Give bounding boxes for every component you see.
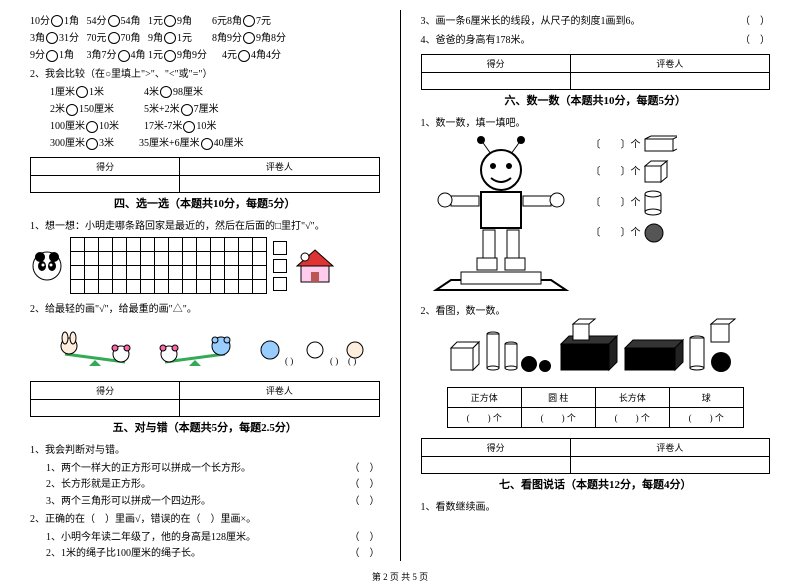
score-box: 得分评卷人 <box>421 54 771 90</box>
q5-1: 1、我会判断对与错。 <box>30 441 380 456</box>
shape-count-table: 正方体 圆 柱 长方体 球 ( ) 个 ( ) 个 ( ) 个 ( ) 个 <box>447 387 744 428</box>
panda-icon <box>30 249 64 283</box>
compare-block: 1厘米1米 4米98厘米 2米150厘米 5米+2米7厘米 100厘米10米 1… <box>30 81 380 151</box>
left-column: 10分1角 54分54角 1元9角 6元8角7元 3角31分 70元70角 9角… <box>30 10 380 561</box>
score-box: 得分评卷人 <box>30 381 380 417</box>
svg-text:( ): ( ) <box>348 356 356 366</box>
q4: 4、爸爸的身高有178米。 <box>421 35 531 46</box>
q6-1: 1、数一数，填一填吧。 <box>421 114 771 129</box>
robot-figure-block: 〔 〕个 〔 〕个 〔 〕个 〔 〕个 <box>421 130 771 300</box>
q6-2: 2、看图，数一数。 <box>421 302 771 317</box>
q4-2: 2、给最轻的画"√"，给最重的画"△"。 <box>30 300 380 315</box>
section-7-title: 七、看图说话（本题共12分，每题4分） <box>421 476 771 492</box>
q5-1-items: 1、两个一样大的正方形可以拼成一个长方形。（ ） 2、长方形就是正方形。（ ） … <box>30 457 380 508</box>
svg-text:( ): ( ) <box>330 356 338 366</box>
checkbox-stack <box>273 241 287 291</box>
section-6-title: 六、数一数（本题共10分，每题5分） <box>421 92 771 108</box>
score-box: 得分评卷人 <box>30 157 380 193</box>
money-row: 3角31分 70元70角 9角1元 8角9分9角8分 <box>30 29 380 45</box>
section-4-title: 四、选一选（本题共10分，每题5分） <box>30 195 380 211</box>
shape-count-list: 〔 〕个 〔 〕个 〔 〕个 〔 〕个 <box>591 130 678 249</box>
q3: 3、画一条6厘米长的线段，从尺子的刻度1画到6。 <box>421 16 641 27</box>
money-compare-block: 10分1角 54分54角 1元9角 6元8角7元 3角31分 70元70角 9角… <box>30 10 380 63</box>
svg-text:( ): ( ) <box>285 356 293 366</box>
worksheet-page: 10分1角 54分54角 1元9角 6元8角7元 3角31分 70元70角 9角… <box>0 0 800 566</box>
score-box: 得分评卷人 <box>421 438 771 474</box>
page-footer: 第 2 页 共 5 页 <box>0 570 800 583</box>
house-icon <box>293 246 337 286</box>
q5-2-items: 1、小明今年读二年级了，他的身高是128厘米。（ ） 2、1米的绳子比100厘米… <box>30 526 380 561</box>
column-divider <box>400 10 401 561</box>
compare-title: 2、我会比较（在○里填上">"、"<"或"="） <box>30 65 380 80</box>
right-column: 3、画一条6厘米长的线段，从尺子的刻度1画到6。（ ） 4、爸爸的身高有178米… <box>421 10 771 561</box>
q7-1: 1、看数继续画。 <box>421 498 771 513</box>
q4-1: 1、想一想：小明走哪条路回家是最近的，然后在后面的□里打"√"。 <box>30 217 380 232</box>
checkbox[interactable] <box>273 259 287 273</box>
seesaw-illustration: ( ) ( ) ( ) <box>30 320 380 371</box>
checkbox[interactable] <box>273 277 287 291</box>
q5-2: 2、正确的在（ ）里画√，错误的在（ ）里画×。 <box>30 510 380 525</box>
maze-illustration <box>30 237 380 294</box>
robot-illustration <box>421 130 581 300</box>
shapes-scene <box>421 318 771 383</box>
money-row: 10分1角 54分54角 1元9角 6元8角7元 <box>30 12 380 28</box>
money-row: 9分1角 3角7分4角 1元9角9分 4元4角4分 <box>30 46 380 62</box>
section-5-title: 五、对与错（本题共5分，每题2.5分） <box>30 419 380 435</box>
checkbox[interactable] <box>273 241 287 255</box>
grid-maze <box>70 237 267 294</box>
